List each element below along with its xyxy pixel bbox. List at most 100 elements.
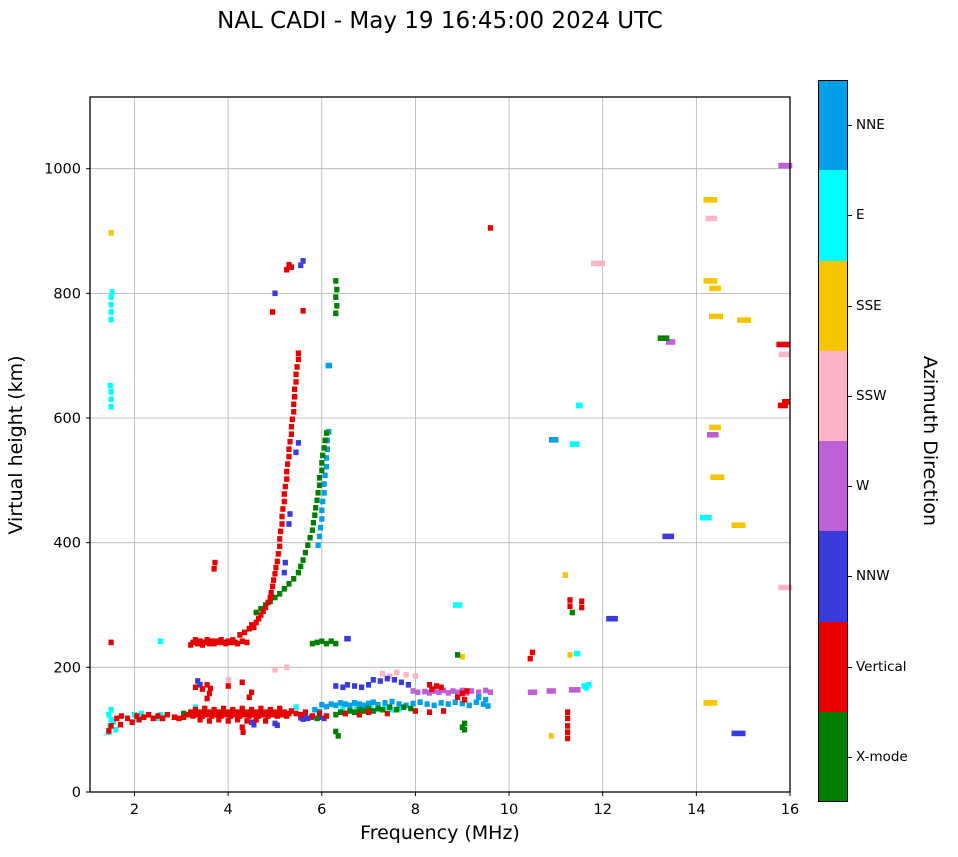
scatter-point [352,709,358,715]
scatter-point [319,467,325,474]
scatter-point [298,563,304,570]
colorbar-tick-label: SSW [856,387,887,404]
scatter-point [234,709,241,715]
scatter-point [483,687,489,694]
scatter-point [265,599,271,606]
scatter-point [239,724,245,730]
y-tick-label: 200 [53,660,81,676]
scatter-point [319,701,325,708]
scatter-point [333,278,339,284]
scatter-point [438,684,444,691]
scatter-point [225,709,231,715]
scatter-point [288,431,294,437]
scatter-point [279,521,285,527]
scatter-point [317,524,323,531]
scatter-point [452,699,458,705]
scatter-point [284,664,290,671]
scatter-point [164,711,170,718]
scatter-point [251,624,257,631]
scatter-point [706,432,719,438]
scatter-point [237,632,243,638]
scatter-point [487,689,493,696]
scatter-point [284,266,290,273]
scatter-point [155,713,161,719]
colorbar-tick-label: NNW [856,568,890,585]
scatter-point [334,303,340,309]
scatter-point [294,364,300,370]
scatter-point [293,371,299,378]
scatter-point [280,506,286,512]
colorbar-tick [848,576,852,578]
scatter-point [569,609,575,616]
scatter-point [230,706,236,713]
x-tick-label: 2 [130,802,139,818]
scatter-point [709,313,723,320]
scatter-point [160,715,166,722]
colorbar-tick-label: X-mode [856,748,908,765]
scatter-point [426,682,433,688]
scatter-point [272,709,278,715]
scatter-point [272,667,278,673]
colorbar-tick [848,395,852,397]
scatter-point [138,710,145,717]
scatter-point [473,699,479,705]
scatter-point [361,708,367,714]
scatter-point [328,701,334,707]
scatter-point [108,389,114,395]
scatter-point [366,705,372,712]
scatter-point [462,696,468,703]
scatter-point [562,572,568,578]
scatter-point [108,639,114,646]
y-tick-label: 800 [53,286,81,302]
scatter-point [298,711,304,718]
scatter-point [548,437,559,443]
scatter-point [731,522,746,528]
scatter-point [665,339,676,345]
scatter-point [548,733,554,739]
scatter-point [286,446,292,452]
colorbar-tick [848,305,852,307]
scatter-point [375,705,381,712]
scatter-point [195,678,201,684]
scatter-point [777,402,789,409]
scatter-point [251,721,257,728]
scatter-point [737,317,752,323]
scatter-point [307,534,313,541]
scatter-point [176,715,182,722]
scatter-point [298,262,304,269]
scatter-point [375,701,381,708]
y-tick-label: 1000 [44,162,81,178]
x-tick-label: 14 [687,802,705,818]
scatter-point [450,688,456,694]
colorbar-segment-nne [818,80,848,171]
scatter-point [171,714,177,720]
scatter-point [352,700,358,706]
scatter-point [370,677,376,683]
scatter-point [150,715,156,722]
scatter-point [568,687,581,693]
scatter-point [281,569,287,576]
scatter-point [241,629,248,636]
scatter-point [445,701,451,707]
scatter-point [249,706,255,713]
scatter-point [410,700,416,707]
scatter-point [662,533,675,540]
scatter-point [211,566,217,572]
scatter-point [108,309,114,315]
scatter-point [225,683,231,689]
scatter-point [286,581,292,587]
scatter-point [279,513,285,520]
scatter-point [565,735,571,742]
scatter-point [340,705,346,712]
scatter-point [141,714,147,720]
scatter-point [287,438,293,445]
scatter-point [108,301,114,308]
scatter-point [244,709,250,715]
scatter-point [309,713,315,719]
scatter-point [108,723,114,729]
scatter-point [295,356,301,363]
y-tick-label: 600 [53,411,81,427]
scatter-point [586,682,592,688]
y-axis-label: Virtual height (km) [5,355,27,535]
scatter-point [778,584,793,591]
